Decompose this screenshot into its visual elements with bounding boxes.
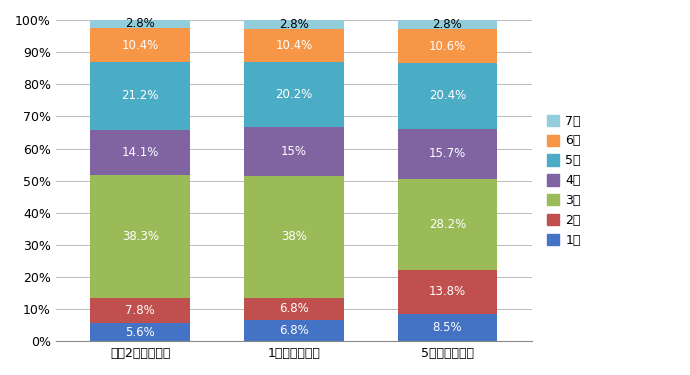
Text: 13.8%: 13.8% xyxy=(429,285,466,298)
Bar xyxy=(397,129,497,179)
Text: 8.5%: 8.5% xyxy=(433,321,462,334)
Text: 20.4%: 20.4% xyxy=(429,89,466,102)
Text: 5.6%: 5.6% xyxy=(126,326,155,339)
Bar xyxy=(244,320,344,342)
Bar xyxy=(397,29,497,63)
Text: 6.8%: 6.8% xyxy=(279,302,308,315)
Text: 10.6%: 10.6% xyxy=(429,39,466,53)
Text: 10.4%: 10.4% xyxy=(275,39,313,52)
Bar xyxy=(397,270,497,314)
Bar xyxy=(90,62,190,130)
Bar xyxy=(244,128,344,176)
Text: 10.4%: 10.4% xyxy=(121,39,159,52)
Text: 28.2%: 28.2% xyxy=(429,218,466,231)
Legend: 7級, 6級, 5級, 4級, 3級, 2級, 1級: 7級, 6級, 5級, 4級, 3級, 2級, 1級 xyxy=(543,111,584,251)
Text: 2.8%: 2.8% xyxy=(433,18,462,31)
Text: 2.8%: 2.8% xyxy=(279,18,308,31)
Text: 38%: 38% xyxy=(281,230,307,243)
Bar xyxy=(397,179,497,270)
Bar xyxy=(90,130,190,175)
Text: 15.7%: 15.7% xyxy=(429,147,466,160)
Bar xyxy=(397,314,497,342)
Bar xyxy=(90,28,190,62)
Text: 14.1%: 14.1% xyxy=(121,146,159,159)
Text: 7.8%: 7.8% xyxy=(126,304,155,317)
Bar xyxy=(397,20,497,29)
Bar xyxy=(90,20,190,28)
Bar xyxy=(90,324,190,342)
Text: 15%: 15% xyxy=(281,145,307,158)
Bar xyxy=(397,63,497,129)
Bar xyxy=(244,62,344,128)
Bar xyxy=(244,20,344,29)
Text: 2.8%: 2.8% xyxy=(126,17,155,30)
Bar xyxy=(244,29,344,62)
Bar xyxy=(244,176,344,298)
Text: 21.2%: 21.2% xyxy=(121,89,159,102)
Bar xyxy=(90,298,190,324)
Text: 20.2%: 20.2% xyxy=(275,88,313,101)
Bar xyxy=(244,298,344,320)
Bar xyxy=(90,175,190,298)
Text: 6.8%: 6.8% xyxy=(279,324,308,337)
Text: 38.3%: 38.3% xyxy=(121,230,159,243)
